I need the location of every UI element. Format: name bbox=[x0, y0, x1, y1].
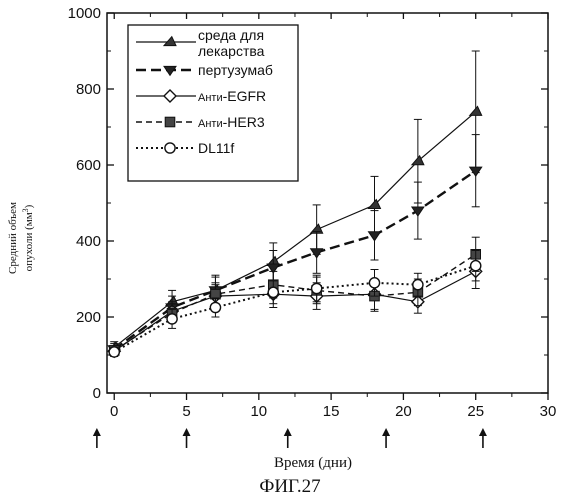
dosing-arrow-icon bbox=[183, 428, 191, 448]
marker-square bbox=[165, 117, 175, 127]
arrow-head bbox=[183, 428, 191, 436]
marker-circle bbox=[312, 283, 322, 293]
legend-label-suffix: -EGFR bbox=[223, 88, 267, 104]
marker-circle bbox=[167, 314, 177, 324]
dosing-arrows bbox=[93, 428, 487, 448]
y-axis-label: Средний объем опухоли (мм3) bbox=[7, 202, 35, 274]
arrow-head bbox=[93, 428, 101, 436]
x-tick-label: 20 bbox=[395, 403, 412, 420]
series-4 bbox=[109, 237, 480, 355]
marker-triangle-down bbox=[368, 232, 380, 241]
x-axis-label: Время (дни) bbox=[274, 455, 352, 471]
marker-triangle bbox=[470, 106, 482, 115]
x-tick-label: 5 bbox=[182, 403, 190, 420]
marker-triangle-down bbox=[412, 207, 424, 216]
y-axis-label-line1: Средний объем bbox=[7, 202, 19, 274]
legend-label-prefix: Анти bbox=[198, 92, 223, 104]
x-tick-label: 10 bbox=[250, 403, 267, 420]
figure-caption: ФИГ.27 bbox=[259, 476, 320, 497]
legend: среда длялекарствапертузумабАнти-EGFRАнт… bbox=[128, 25, 298, 181]
x-tick-label: 30 bbox=[540, 403, 557, 420]
marker-circle bbox=[369, 278, 379, 288]
marker-circle bbox=[109, 347, 119, 357]
legend-label-1-line1: среда для bbox=[198, 27, 264, 43]
marker-triangle-down bbox=[311, 249, 323, 258]
x-tick-label: 0 bbox=[110, 403, 118, 420]
dosing-arrow-icon bbox=[479, 428, 487, 448]
marker-circle bbox=[471, 261, 481, 271]
y-tick-label: 200 bbox=[76, 309, 101, 326]
y-tick-label: 800 bbox=[76, 81, 101, 98]
dosing-arrow-icon bbox=[382, 428, 390, 448]
legend-label-1-line2: лекарства bbox=[198, 43, 265, 59]
arrow-head bbox=[284, 428, 292, 436]
legend-label-2: пертузумаб bbox=[198, 62, 273, 78]
y-axis-label-close: ) bbox=[23, 204, 35, 208]
marker-circle bbox=[268, 287, 278, 297]
y-tick-label: 0 bbox=[93, 385, 101, 402]
marker-triangle-down bbox=[470, 167, 482, 176]
series-5 bbox=[109, 251, 481, 358]
y-tick-label: 400 bbox=[76, 233, 101, 250]
legend-label-5: DL11f bbox=[198, 140, 234, 156]
legend-label-suffix: -HER3 bbox=[223, 114, 265, 130]
x-tick-label: 25 bbox=[467, 403, 484, 420]
y-tick-label: 600 bbox=[76, 157, 101, 174]
dosing-arrow-icon bbox=[284, 428, 292, 448]
x-tick-label: 15 bbox=[323, 403, 340, 420]
marker-circle bbox=[165, 143, 175, 153]
y-axis-label-text: опухоли (мм bbox=[23, 212, 35, 271]
arrow-head bbox=[479, 428, 487, 436]
marker-circle bbox=[413, 280, 423, 290]
dosing-arrow-icon bbox=[93, 428, 101, 448]
y-axis-label-line2: опухоли (мм3) bbox=[21, 204, 35, 271]
arrow-head bbox=[382, 428, 390, 436]
marker-circle bbox=[210, 302, 220, 312]
y-tick-label: 1000 bbox=[68, 5, 101, 22]
series-3 bbox=[108, 254, 481, 357]
legend-label-prefix: Анти bbox=[198, 118, 223, 130]
